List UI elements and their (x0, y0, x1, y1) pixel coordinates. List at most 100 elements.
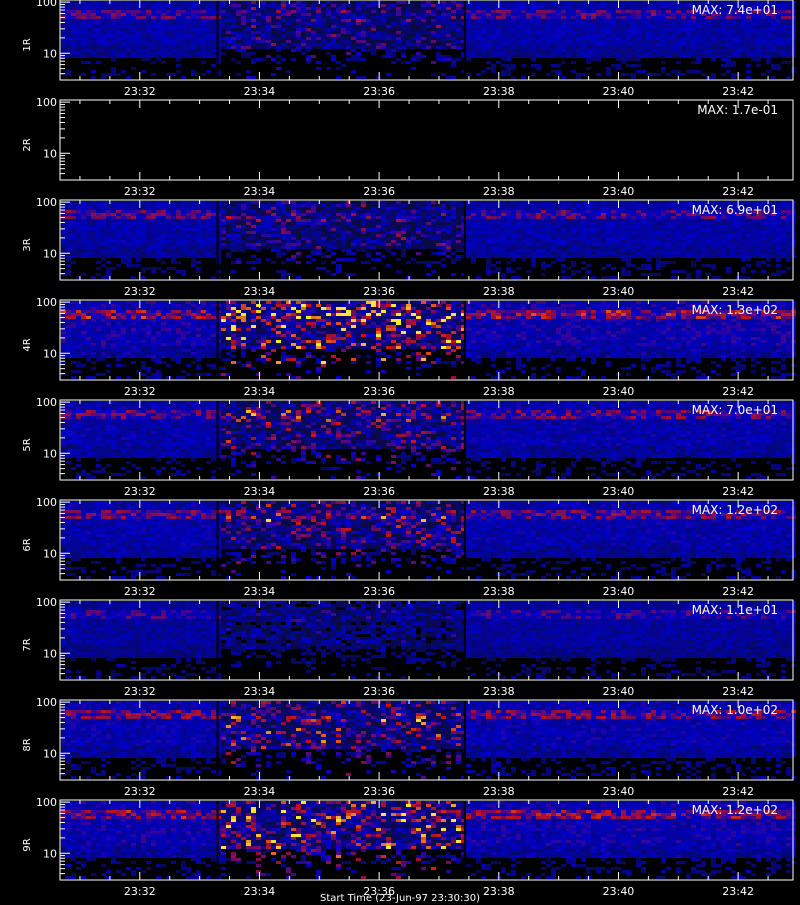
heat-cell (106, 16, 111, 19)
heat-cell (486, 34, 491, 37)
heat-cell (151, 34, 156, 37)
heat-cell (651, 1, 656, 4)
heat-cell (261, 46, 266, 49)
heat-cell (431, 13, 436, 16)
heat-cell (546, 1, 551, 4)
heat-cell (91, 240, 96, 243)
heat-cell (546, 28, 551, 31)
heat-cell (281, 16, 286, 19)
heat-cell (446, 40, 451, 43)
heat-cell (296, 28, 301, 31)
heat-cell (366, 4, 371, 7)
heat-cell (536, 13, 541, 16)
heat-cell (401, 243, 406, 246)
heat-cell (746, 37, 751, 40)
heat-cell (406, 46, 411, 49)
heat-cell (231, 46, 236, 49)
heat-cell (716, 22, 721, 25)
heat-cell (241, 225, 246, 228)
heat-cell (726, 58, 731, 61)
heat-cell (136, 55, 141, 58)
heat-cell (291, 10, 296, 13)
heat-cell (306, 234, 311, 237)
heat-cell (326, 28, 331, 31)
heat-cell (241, 4, 246, 7)
heat-cell (286, 228, 291, 231)
heat-cell (81, 222, 86, 225)
heat-cell (121, 207, 126, 210)
heat-cell (416, 28, 421, 31)
heat-cell (321, 237, 326, 240)
heat-cell (336, 1, 341, 4)
heat-cell (306, 1, 311, 4)
heat-cell (116, 213, 121, 216)
heat-cell (221, 210, 226, 213)
heat-cell (106, 4, 111, 7)
heat-cell (526, 228, 531, 231)
heat-cell (391, 210, 396, 213)
heat-cell (616, 37, 621, 40)
heat-cell (426, 22, 431, 25)
heat-cell (676, 7, 681, 10)
heat-cell (146, 10, 151, 13)
heat-cell (476, 40, 481, 43)
heat-cell (581, 55, 586, 58)
heat-cell (536, 1, 541, 4)
heat-cell (411, 213, 416, 216)
heat-cell (441, 204, 446, 207)
heat-cell (271, 1, 276, 4)
heat-cell (696, 40, 701, 43)
heat-cell (476, 7, 481, 10)
heat-cell (561, 34, 566, 37)
heat-cell (131, 13, 136, 16)
heat-cell (131, 213, 136, 216)
heat-cell (101, 237, 106, 240)
heat-cell (131, 210, 136, 213)
heat-cell (146, 55, 151, 58)
heat-cell (96, 37, 101, 40)
heat-cell (146, 4, 151, 7)
heat-cell (316, 243, 321, 246)
heat-cell (591, 7, 596, 10)
heat-cell (436, 222, 441, 225)
heat-cell (71, 46, 76, 49)
heat-cell (171, 22, 176, 25)
heat-cell (311, 4, 316, 7)
heat-cell (756, 40, 761, 43)
heat-cell (321, 22, 326, 25)
heat-cell (786, 34, 791, 37)
heat-cell (531, 234, 536, 237)
heat-cell (686, 16, 691, 19)
heat-cell (501, 37, 506, 40)
heat-cell (171, 228, 176, 231)
heat-cell (546, 49, 551, 52)
heat-cell (86, 252, 91, 255)
heat-cell (646, 34, 651, 37)
heat-cell (291, 234, 296, 237)
heat-cell (341, 19, 346, 22)
heat-cell (576, 19, 581, 22)
heat-cell (271, 58, 276, 61)
heat-cell (411, 19, 416, 22)
heat-cell (166, 40, 171, 43)
heat-cell (311, 225, 316, 228)
heat-cell (146, 237, 151, 240)
heat-cell (691, 49, 696, 52)
heat-cell (366, 222, 371, 225)
heat-cell (181, 55, 186, 58)
heat-cell (281, 273, 286, 276)
heat-cell (351, 252, 356, 255)
heat-cell (296, 213, 301, 216)
heat-cell (646, 22, 651, 25)
heat-cell (126, 240, 131, 243)
heat-cell (386, 201, 391, 204)
heat-cell (676, 61, 681, 64)
heat-cell (331, 207, 336, 210)
heat-cell (141, 13, 146, 16)
heat-cell (221, 231, 226, 234)
heat-cell (496, 225, 501, 228)
heat-cell (466, 240, 471, 243)
heat-cell (541, 249, 546, 252)
heat-cell (626, 10, 631, 13)
x-tick-label: 23:36 (363, 185, 395, 198)
